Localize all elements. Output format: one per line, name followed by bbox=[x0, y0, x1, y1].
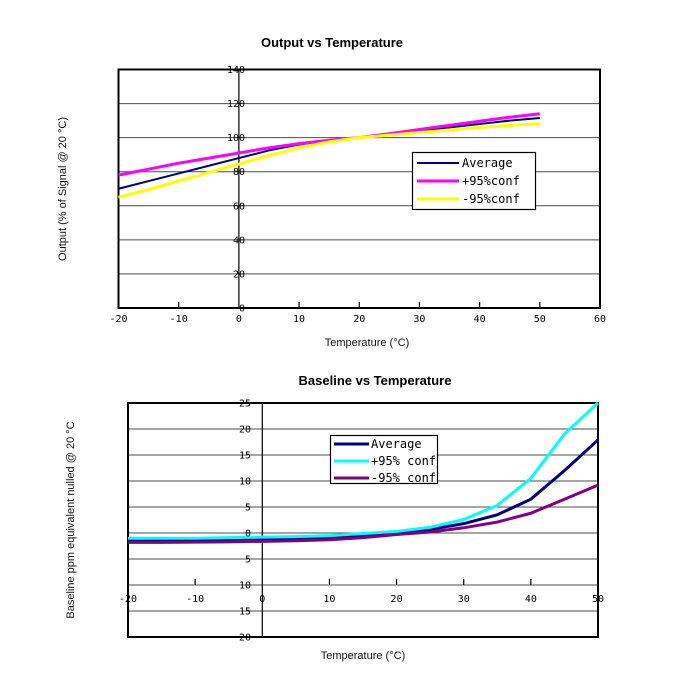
x-tick-label: -10 bbox=[186, 594, 204, 605]
y-tick-label: 100 bbox=[227, 133, 245, 144]
y-tick-label: 40 bbox=[233, 235, 245, 246]
y-tick-label: 15 bbox=[239, 451, 251, 462]
y-tick-label: 140 bbox=[227, 65, 245, 76]
legend-item-label: -95%conf bbox=[462, 192, 520, 206]
x-tick-label: 20 bbox=[353, 314, 365, 325]
x-tick-label: 50 bbox=[592, 594, 604, 605]
x-tick-label: 40 bbox=[474, 314, 486, 325]
legend-item-label: +95% conf bbox=[371, 454, 436, 468]
x-tick-label: 50 bbox=[534, 314, 546, 325]
legend-item-label: +95%conf bbox=[462, 174, 520, 188]
series-line--95-conf bbox=[128, 483, 599, 544]
y-tick-label: 15 bbox=[239, 607, 251, 618]
y-tick-label: 120 bbox=[227, 99, 245, 110]
x-tick-label: 30 bbox=[413, 314, 425, 325]
x-tick-label: 60 bbox=[594, 314, 606, 325]
y-tick-label: 0 bbox=[239, 304, 245, 315]
legend-item-label: Average bbox=[371, 437, 422, 451]
y-tick-label: 10 bbox=[239, 581, 251, 592]
x-tick-label: 20 bbox=[391, 594, 403, 605]
output-chart-x-axis-title: Temperature (°C) bbox=[324, 337, 410, 349]
x-tick-label: 30 bbox=[458, 594, 470, 605]
y-tick-label: 0 bbox=[245, 529, 251, 540]
x-tick-label: -10 bbox=[170, 314, 188, 325]
baseline-chart-x-axis-title: Temperature (°C) bbox=[320, 650, 406, 662]
series-line--95-conf bbox=[118, 112, 540, 177]
x-tick-label: 10 bbox=[293, 314, 305, 325]
output-chart-title: Output vs Temperature bbox=[260, 35, 404, 50]
x-tick-label: 40 bbox=[525, 594, 537, 605]
y-tick-label: 25 bbox=[239, 399, 251, 410]
y-tick-label: 5 bbox=[245, 503, 251, 514]
series-line-average bbox=[128, 438, 600, 542]
y-tick-label: 5 bbox=[245, 555, 251, 566]
x-tick-label: 10 bbox=[323, 594, 335, 605]
legend-item-label: -95% conf bbox=[371, 471, 436, 485]
plot-border bbox=[127, 402, 599, 638]
baseline-chart-title: Baseline vs Temperature bbox=[298, 373, 452, 388]
legend: Average +95%conf -95%conf bbox=[411, 151, 537, 211]
y-tick-label: 20 bbox=[233, 269, 245, 280]
y-tick-label: 20 bbox=[239, 425, 251, 436]
x-tick-label: 0 bbox=[259, 594, 265, 605]
y-tick-label: 80 bbox=[233, 167, 245, 178]
y-tick-label: 20 bbox=[239, 633, 251, 644]
legend-item-label: Average bbox=[462, 156, 513, 170]
legend: Average +95% conf -95% conf bbox=[329, 434, 439, 485]
x-tick-label: -20 bbox=[119, 594, 137, 605]
y-tick-label: 10 bbox=[239, 477, 251, 488]
series-line--95-conf bbox=[118, 122, 540, 199]
y-tick-label: 60 bbox=[233, 201, 245, 212]
x-tick-label: 0 bbox=[236, 314, 242, 325]
x-tick-label: -20 bbox=[109, 314, 127, 325]
series-line--95-conf bbox=[128, 401, 600, 540]
